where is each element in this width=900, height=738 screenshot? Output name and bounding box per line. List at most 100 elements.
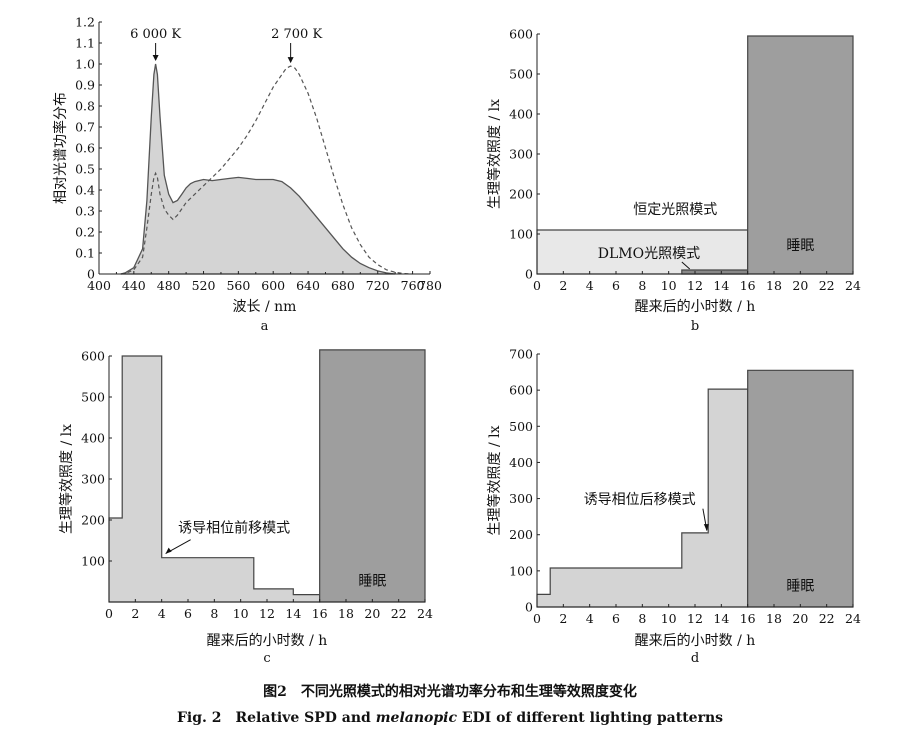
panel-b-x-tick-label: 6 <box>612 278 620 293</box>
panel-d-arrowhead <box>703 524 709 532</box>
panel-b-arrow-dlmo <box>681 261 691 270</box>
panel-b-x-tick-label: 12 <box>687 278 703 293</box>
series-2700k-line <box>120 65 413 275</box>
panel-a-y-tick-label: 0.5 <box>75 162 95 177</box>
panel-d-x-tick-label: 6 <box>612 611 620 626</box>
annotation-2700k: 2 700 K <box>271 27 322 42</box>
panel-a-x-tick-label: 560 <box>226 278 250 293</box>
panel-c-x-tick-label: 22 <box>391 606 407 621</box>
panel-d-x-tick-label: 8 <box>638 611 646 626</box>
panel-c-x-tick-label: 20 <box>364 606 380 621</box>
panel-c-annotation-advance: 诱导相位前移模式 <box>178 519 290 536</box>
panel-b-x-tick-label: 0 <box>533 278 541 293</box>
panel-a-y-tick-label: 0.1 <box>75 246 95 261</box>
panel-d-x-tick-label: 0 <box>533 611 541 626</box>
panel-b-series-light-1 <box>681 269 749 275</box>
panel-d-y-tick-label: 700 <box>509 347 533 362</box>
panel-c-x-tick-label: 2 <box>131 606 139 621</box>
panel-d-y-tick-label: 100 <box>509 563 533 578</box>
panel-b-x-tick-label: 24 <box>845 278 861 293</box>
panel-c-x-tick-label: 10 <box>233 606 249 621</box>
panel-d-x-tick-label: 4 <box>586 611 594 626</box>
panel-d-x-tick-label: 14 <box>713 611 729 626</box>
panel-c-x-tick-label: 4 <box>158 606 166 621</box>
panel-b-y-tick-label: 0 <box>525 267 533 282</box>
panel-c-series-light-0 <box>108 355 321 603</box>
panel-d-annotation-delay: 诱导相位后移模式 <box>584 492 696 508</box>
panel-d-x-tick-label: 24 <box>845 611 861 626</box>
panel-d-y-tick-label: 200 <box>509 527 533 542</box>
panel-d-x-axis-label: 醒来后的小时数 / h <box>635 633 756 649</box>
panel-d-y-tick-label: 300 <box>509 491 533 506</box>
panel-b-x-tick-label: 16 <box>740 278 756 293</box>
panel-d-annotation-sleep: 睡眠 <box>786 579 814 595</box>
panel-b-x-tick-label: 8 <box>638 278 646 293</box>
panel-a-y-tick-label: 0 <box>87 267 95 282</box>
panel-b-x-tick-label: 4 <box>586 278 594 293</box>
panel-a-x-tick-label: 640 <box>296 278 320 293</box>
caption-english-prefix: Fig. 2 Relative SPD and <box>176 710 376 726</box>
panel-a-y-tick-label: 0.2 <box>75 225 95 240</box>
panel-d-series-sleep <box>747 369 854 608</box>
panel-a-y-tick-label: 0.9 <box>75 78 95 93</box>
panel-b-x-tick-label: 10 <box>661 278 677 293</box>
panel-d-y-tick-label: 600 <box>509 383 533 398</box>
panel-c-x-tick-label: 8 <box>210 606 218 621</box>
panel-b-annotation-sleep: 睡眠 <box>786 238 814 254</box>
panel-b-annotation-constant: 恒定光照模式 <box>633 202 717 218</box>
panel-c-y-axis-label: 生理等效照度 / lx <box>58 424 75 534</box>
panel-a-y-tick-label: 1.1 <box>75 36 95 51</box>
panel-a-y-tick-label: 0.4 <box>75 183 95 198</box>
panel-a-x-tick-label: 600 <box>261 278 285 293</box>
panel-c-x-tick-label: 0 <box>105 606 113 621</box>
caption-chinese: 图2 不同光照模式的相对光谱功率分布和生理等效照度变化 <box>263 684 637 700</box>
panel-b-x-axis-label: 醒来后的小时数 / h <box>635 299 756 315</box>
panel-b-y-tick-label: 500 <box>509 67 533 82</box>
panel-c-annotation-sleep: 睡眠 <box>358 574 386 590</box>
panel-c-x-tick-label: 18 <box>338 606 354 621</box>
arrowhead-6000k <box>152 55 159 61</box>
panel-c-y-tick-label: 100 <box>81 554 105 569</box>
panel-d-letter: d <box>691 651 699 666</box>
panel-a-x-tick-label: 720 <box>366 278 390 293</box>
panel-c-x-tick-label: 24 <box>417 606 433 621</box>
panel-a-y-tick-label: 0.7 <box>75 120 95 135</box>
panel-d-x-tick-label: 12 <box>687 611 703 626</box>
panel-b-annotation-dlmo: DLMO光照模式 <box>598 246 700 262</box>
panel-c-y-tick-label: 300 <box>81 472 105 487</box>
panel-d-x-tick-label: 18 <box>766 611 782 626</box>
panel-c-x-tick-label: 14 <box>285 606 301 621</box>
panel-d-x-tick-label: 10 <box>661 611 677 626</box>
panel-b-x-tick-label: 18 <box>766 278 782 293</box>
panel-c-letter: c <box>263 651 270 666</box>
panel-a-x-tick-label: 680 <box>331 278 355 293</box>
panel-c-x-axis-label: 醒来后的小时数 / h <box>207 633 328 649</box>
panel-a-y-tick-label: 0.3 <box>75 204 95 219</box>
caption-english: Fig. 2 Relative SPD and melanopic EDI of… <box>0 707 900 727</box>
panel-a-x-axis-label: 波长 / nm <box>233 299 297 315</box>
panel-b-y-tick-label: 300 <box>509 147 533 162</box>
panel-a-y-tick-label: 0.8 <box>75 99 95 114</box>
panel-c-x-tick-label: 12 <box>259 606 275 621</box>
panel-d-y-axis-label: 生理等效照度 / lx <box>486 425 503 535</box>
panel-a-y-tick-label: 1.2 <box>75 15 95 30</box>
panel-d-x-tick-label: 20 <box>792 611 808 626</box>
caption-english-suffix: EDI of different lighting patterns <box>456 710 724 726</box>
panel-c-y-tick-label: 500 <box>81 390 105 405</box>
panel-b-y-tick-label: 100 <box>509 227 533 242</box>
panel-c-arrowhead <box>165 547 172 554</box>
panel-a-y-tick-label: 0.6 <box>75 141 95 156</box>
panel-a-y-tick-label: 1.0 <box>75 57 95 72</box>
caption-english-italic: melanopic <box>375 710 457 726</box>
panel-b-y-tick-label: 400 <box>509 107 533 122</box>
panel-c-x-tick-label: 16 <box>312 606 328 621</box>
panel-b-x-tick-label: 20 <box>792 278 808 293</box>
annotation-6000k: 6 000 K <box>130 27 181 42</box>
panel-c-y-tick-label: 600 <box>81 349 105 364</box>
panel-b-y-axis-label: 生理等效照度 / lx <box>486 99 503 209</box>
panel-b-letter: b <box>691 319 699 334</box>
panel-a-x-tick-label: 780 <box>418 278 442 293</box>
panel-a-letter: a <box>261 319 269 334</box>
panel-c-y-tick-label: 400 <box>81 431 105 446</box>
